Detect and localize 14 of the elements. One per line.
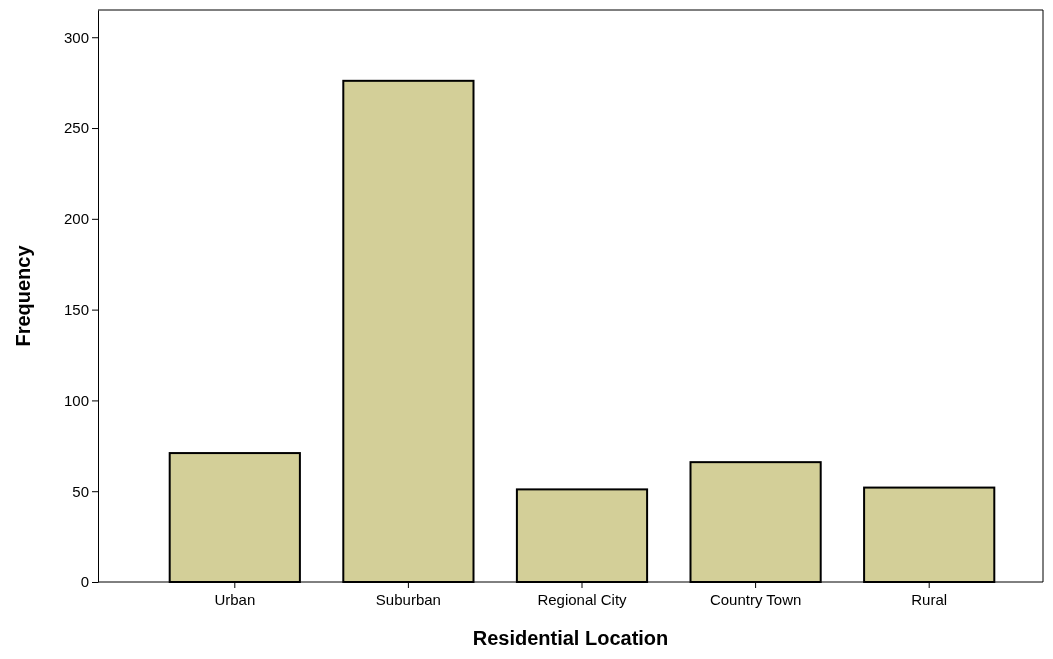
y-tick-label: 250 xyxy=(63,119,89,137)
y-tick-label: 100 xyxy=(63,391,89,409)
x-axis-title: Residential Location xyxy=(472,627,669,649)
x-tick-label: Urban xyxy=(214,590,256,608)
y-tick-label: 0 xyxy=(80,573,89,591)
y-tick-label: 150 xyxy=(63,300,89,318)
y-tick-label: 200 xyxy=(63,210,89,228)
y-axis-title: Frequency xyxy=(12,244,34,347)
x-tick-label: Suburban xyxy=(375,590,441,608)
x-tick-label: Regional City xyxy=(537,590,628,608)
y-tick-label: 300 xyxy=(63,28,89,46)
y-tick-label: 50 xyxy=(72,482,89,500)
x-tick-label: Rural xyxy=(911,590,948,608)
x-tick-label: Country Town xyxy=(709,590,802,608)
